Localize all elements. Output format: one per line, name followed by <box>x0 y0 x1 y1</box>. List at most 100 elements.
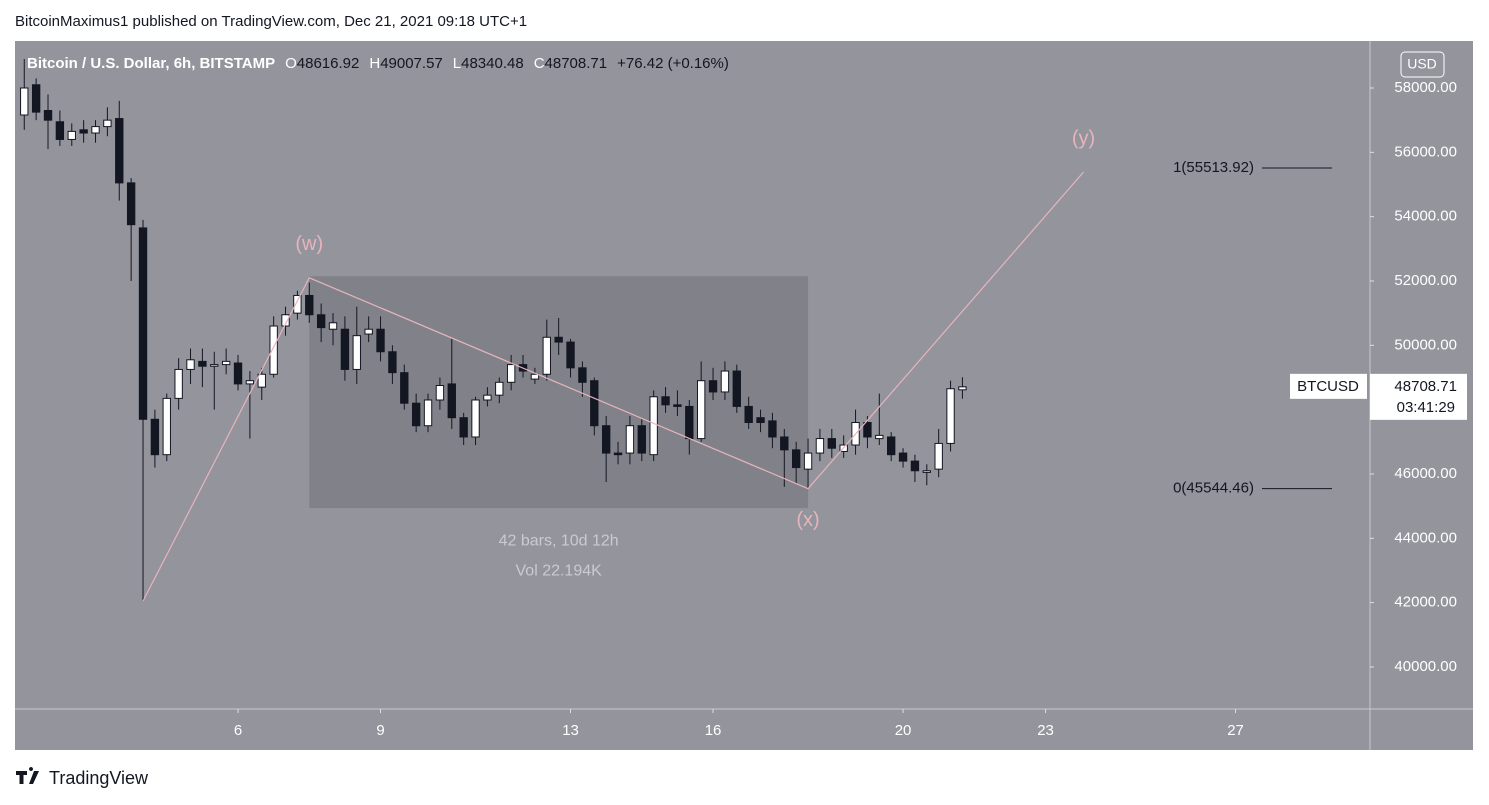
candle-body <box>768 420 777 438</box>
fib-label: 0(45544.46) <box>1173 480 1254 497</box>
header: BitcoinMaximus1 published on TradingView… <box>15 13 527 30</box>
candle-body <box>198 360 207 367</box>
legend-value: 48708.71 <box>545 55 608 72</box>
candle-body <box>67 130 76 140</box>
candle-body <box>803 452 813 470</box>
legend-value: 48616.92 <box>297 55 360 72</box>
legend-value: 49007.57 <box>380 55 443 72</box>
candle-body <box>388 351 397 374</box>
candle-body <box>423 399 433 427</box>
candle-body <box>732 370 741 407</box>
candle-body <box>780 436 789 451</box>
candle-body <box>162 397 171 456</box>
candle-body <box>566 341 575 369</box>
candle-body <box>20 87 29 116</box>
y-tick-label: 40000.00 <box>1394 658 1457 675</box>
candle-body <box>886 436 896 456</box>
candle-body <box>578 367 587 383</box>
x-tick-label: 6 <box>234 722 242 739</box>
candle-body <box>55 121 65 140</box>
symbol-label: BTCUSD <box>1297 378 1359 395</box>
y-tick-label: 46000.00 <box>1394 465 1457 482</box>
candle-body <box>791 449 801 469</box>
y-tick-label: 56000.00 <box>1394 143 1457 160</box>
candle-body <box>150 418 160 456</box>
legend-letter: L <box>453 55 461 72</box>
candle-body <box>898 452 908 462</box>
y-tick-label: 54000.00 <box>1394 208 1457 225</box>
candle-body <box>316 314 326 329</box>
x-tick-label: 9 <box>376 722 384 739</box>
candle-body <box>625 425 635 454</box>
candle-body <box>946 388 955 444</box>
candle-body <box>91 126 100 134</box>
x-tick-label: 13 <box>562 722 579 739</box>
candle-body <box>613 452 623 456</box>
range-box-label: 42 bars, 10d 12h <box>499 532 619 549</box>
candle-body <box>186 359 195 370</box>
last-price: 48708.71 <box>1394 378 1457 395</box>
x-tick-label: 16 <box>705 722 722 739</box>
candle-body <box>744 405 753 424</box>
candle-body <box>352 335 361 370</box>
candle-body <box>756 417 765 424</box>
x-tick-label: 23 <box>1037 722 1054 739</box>
candle-body <box>863 422 872 438</box>
legend-letter: C <box>534 55 545 72</box>
candle-body <box>245 380 255 385</box>
footer-logo <box>16 767 39 784</box>
candle-body <box>590 380 599 427</box>
currency-badge <box>1400 51 1445 78</box>
candle-body <box>103 119 112 128</box>
candle-body <box>210 364 219 367</box>
candle-body <box>411 402 421 427</box>
legend-letter: O <box>285 55 297 72</box>
range-box-label: Vol 22.194K <box>516 562 603 579</box>
candle-body <box>875 434 884 440</box>
candle-body <box>31 84 41 113</box>
legend-letter: H <box>369 55 380 72</box>
y-tick-label: 42000.00 <box>1394 594 1457 611</box>
candle-body <box>435 385 445 401</box>
candle-body <box>827 438 836 449</box>
candle-body <box>459 417 468 438</box>
candle-body <box>506 364 516 383</box>
candle-body <box>815 438 825 454</box>
candle-body <box>126 182 136 226</box>
candle-body <box>138 227 148 420</box>
candle-body <box>447 383 456 419</box>
candle-body <box>471 399 480 438</box>
candle-body <box>233 362 243 385</box>
footer-brand: TradingView <box>49 768 149 788</box>
price-label-bg <box>1290 373 1367 399</box>
candle-body <box>281 314 290 327</box>
candle-body <box>305 294 314 316</box>
y-tick-label: 52000.00 <box>1394 272 1457 289</box>
fib-label: 1(55513.92) <box>1173 159 1254 176</box>
y-tick-label: 50000.00 <box>1394 336 1457 353</box>
candle-body <box>364 328 373 335</box>
candle-body <box>601 425 611 454</box>
candle-body <box>376 328 385 353</box>
y-tick-label: 58000.00 <box>1394 79 1457 96</box>
price-label-bg <box>1370 373 1467 420</box>
candle-body <box>542 336 551 375</box>
candle-body <box>673 404 682 407</box>
currency: USD <box>1407 56 1437 72</box>
candle-body <box>934 442 943 470</box>
countdown: 03:41:29 <box>1397 399 1455 416</box>
candle-body <box>257 373 266 388</box>
candle-body <box>661 396 670 406</box>
legend: Bitcoin / U.S. Dollar, 6h, BITSTAMP O4861… <box>27 55 729 72</box>
candle-body <box>483 394 492 401</box>
x-tick-label: 27 <box>1227 722 1244 739</box>
candle-body <box>115 118 124 184</box>
candle-body <box>554 336 563 343</box>
legend-title: Bitcoin / U.S. Dollar, 6h, BITSTAMP <box>27 55 275 72</box>
wave-label: (w) <box>295 233 323 255</box>
candle-body <box>530 373 540 380</box>
candle-body <box>43 110 53 121</box>
candle-body <box>328 322 338 330</box>
